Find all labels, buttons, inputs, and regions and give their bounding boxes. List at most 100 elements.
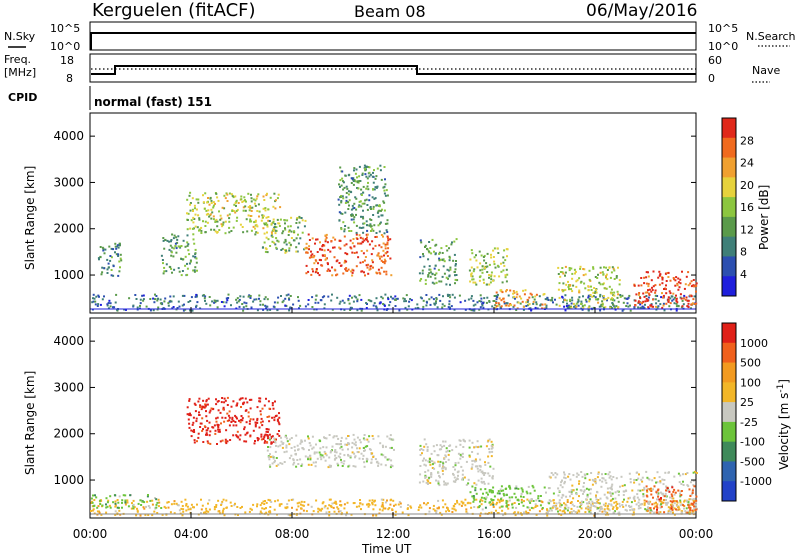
range-gate-cell — [441, 445, 444, 448]
range-gate-cell — [613, 501, 616, 504]
range-gate-cell — [372, 181, 375, 184]
range-gate-cell — [191, 309, 194, 312]
range-gate-cell — [520, 487, 523, 490]
range-gate-cell — [557, 288, 560, 291]
range-gate-cell — [245, 421, 248, 424]
range-gate-cell — [172, 255, 175, 258]
range-gate-cell — [187, 418, 190, 421]
range-gate-cell — [266, 441, 268, 444]
range-gate-cell — [202, 399, 205, 402]
range-gate-cell — [187, 243, 190, 246]
range-gate-cell — [220, 301, 223, 303]
range-gate-cell — [538, 499, 541, 502]
range-gate-cell — [339, 504, 342, 506]
range-gate-cell — [114, 500, 117, 503]
range-gate-cell — [170, 239, 173, 241]
range-gate-cell — [675, 508, 677, 511]
range-gate-cell — [419, 239, 422, 242]
range-gate-cell — [449, 444, 452, 447]
range-gate-cell — [361, 240, 364, 243]
range-gate-cell — [582, 268, 585, 270]
range-gate-cell — [433, 267, 436, 270]
range-gate-cell — [188, 398, 191, 401]
range-gate-cell — [650, 304, 653, 307]
range-gate-cell — [380, 505, 383, 508]
range-gate-cell — [637, 489, 640, 492]
range-gate-cell — [440, 280, 443, 283]
range-gate-cell — [271, 240, 274, 243]
range-gate-cell — [324, 240, 327, 243]
range-gate-cell — [573, 305, 575, 308]
range-gate-cell — [94, 303, 97, 306]
range-gate-cell — [237, 300, 240, 303]
range-gate-cell — [421, 269, 424, 272]
range-gate-cell — [232, 424, 235, 427]
range-gate-cell — [261, 407, 264, 410]
range-gate-cell — [507, 507, 510, 510]
range-gate-cell — [588, 501, 591, 503]
range-gate-cell — [532, 486, 535, 489]
range-gate-cell — [335, 435, 338, 438]
range-gate-cell — [460, 454, 463, 457]
range-gate-cell — [522, 305, 525, 308]
range-gate-cell — [687, 501, 690, 504]
range-gate-cell — [258, 400, 261, 403]
range-gate-cell — [170, 300, 173, 303]
range-gate-cell — [613, 291, 616, 294]
range-gate-cell — [181, 304, 184, 307]
range-gate-cell — [311, 253, 314, 256]
range-gate-cell — [266, 298, 269, 301]
range-gate-cell — [265, 236, 268, 239]
range-gate-cell — [602, 295, 605, 297]
range-gate-cell — [352, 465, 355, 468]
range-gate-cell — [656, 498, 658, 501]
range-gate-cell — [355, 213, 357, 216]
range-gate-cell — [587, 285, 590, 288]
range-gate-cell — [228, 419, 231, 422]
range-gate-cell — [450, 243, 453, 246]
range-gate-cell — [219, 440, 222, 443]
range-gate-cell — [492, 499, 495, 501]
range-gate-cell — [589, 294, 592, 296]
range-gate-cell — [498, 303, 501, 306]
range-gate-cell — [625, 504, 627, 507]
range-gate-cell — [484, 267, 486, 270]
range-gate-cell — [587, 309, 590, 312]
range-gate-cell — [377, 462, 380, 465]
range-gate-cell — [474, 281, 477, 284]
range-gate-cell — [687, 504, 690, 507]
range-gate-cell — [108, 245, 111, 248]
range-gate-cell — [222, 507, 225, 510]
range-gate-cell — [176, 307, 179, 309]
range-gate-cell — [298, 501, 301, 504]
range-gate-cell — [655, 302, 658, 305]
range-gate-cell — [643, 295, 646, 298]
range-gate-cell — [557, 494, 560, 497]
range-gate-cell — [296, 250, 299, 253]
range-gate-cell — [366, 224, 368, 227]
range-gate-cell — [269, 499, 272, 502]
range-gate-cell — [272, 457, 275, 460]
range-gate-cell — [235, 416, 238, 419]
range-gate-cell — [440, 258, 442, 261]
range-gate-cell — [155, 503, 158, 506]
range-gate-cell — [278, 225, 281, 227]
range-gate-cell — [250, 197, 253, 200]
range-gate-cell — [670, 507, 673, 510]
range-gate-cell — [310, 505, 313, 508]
range-gate-cell — [517, 499, 520, 502]
range-gate-cell — [320, 458, 323, 461]
range-gate-cell — [456, 499, 458, 502]
range-gate-cell — [424, 464, 427, 467]
range-gate-cell — [284, 238, 287, 241]
range-gate-cell — [516, 293, 519, 296]
range-gate-cell — [486, 265, 489, 268]
range-gate-cell — [367, 272, 370, 275]
range-gate-cell — [253, 202, 256, 205]
range-gate-cell — [491, 443, 494, 446]
range-gate-cell — [360, 194, 363, 196]
range-gate-cell — [215, 417, 218, 420]
range-gate-cell — [614, 510, 616, 513]
range-gate-cell — [358, 204, 361, 207]
range-gate-cell — [386, 255, 389, 257]
